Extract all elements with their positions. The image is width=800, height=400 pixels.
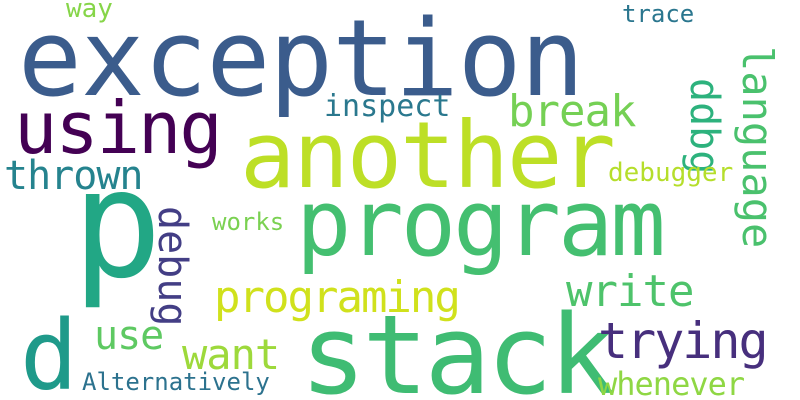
word-d: d — [20, 300, 78, 400]
word-exception: exception — [18, 0, 584, 120]
word-program: program — [296, 170, 666, 277]
word-way: way — [66, 0, 113, 24]
word-inspect: inspect — [324, 89, 451, 124]
word-Alternatively: Alternatively — [82, 368, 270, 396]
word-another: another — [240, 102, 616, 209]
word-trace: trace — [622, 0, 695, 28]
word-use: use — [94, 313, 164, 359]
word-using: using — [14, 86, 223, 170]
word-write: write — [566, 266, 694, 317]
word-thrown: thrown — [4, 153, 143, 199]
word-whenever: whenever — [598, 365, 745, 400]
word-language: language — [733, 46, 782, 249]
word-stack: stack — [300, 291, 615, 400]
word-want: want — [182, 330, 280, 379]
word-p: p — [72, 138, 163, 312]
word-debugger: debugger — [608, 158, 734, 188]
word-break: break — [508, 86, 636, 137]
word-debug: debug — [149, 206, 195, 327]
word-programing: programing — [214, 272, 461, 323]
word-works: works — [212, 208, 285, 236]
word-trying: trying — [598, 312, 769, 370]
